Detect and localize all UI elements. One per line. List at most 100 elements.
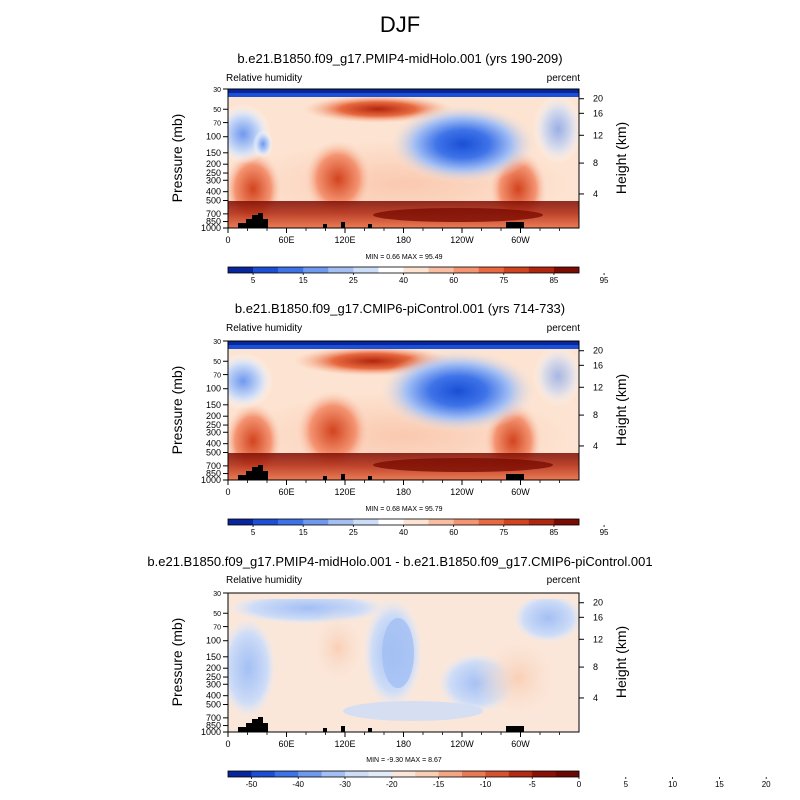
colorbar-label: 85 [549, 276, 558, 285]
panel-1-title: b.e21.B1850.f09_g17.PMIP4-midHolo.001 (y… [237, 51, 562, 66]
panel-2-y2-label: Height (km) [613, 374, 629, 446]
y-tick-label: 30 [213, 591, 221, 598]
panel-2-left-label: Relative humidity [226, 323, 302, 334]
colorbar-swatch [278, 267, 304, 273]
panel-1-right-label: percent [547, 73, 581, 84]
y2-tick-label: 8 [593, 410, 598, 420]
y-tick-label: 200 [206, 159, 221, 169]
colorbar-swatch [438, 771, 463, 777]
x-tick-label: 180 [396, 235, 411, 245]
colorbar-label: -5 [529, 780, 537, 789]
x-tick-label: 120W [450, 739, 474, 749]
x-tick-label: 60E [278, 487, 294, 497]
y-tick-label: 250 [206, 672, 221, 682]
panel-3-left-label: Relative humidity [226, 575, 302, 586]
y2-tick-label: 8 [593, 158, 598, 168]
panel-3-title: b.e21.B1850.f09_g17.PMIP4-midHolo.001 - … [147, 554, 652, 569]
colorbar-swatch [253, 267, 279, 273]
colorbar-label: 5 [624, 780, 629, 789]
y2-tick-label: 20 [593, 94, 603, 104]
y-tick-label: 500 [206, 196, 221, 206]
y-tick-label: 50 [213, 107, 221, 114]
y-tick-label: 1000 [201, 223, 221, 233]
y-tick-label: 100 [206, 636, 221, 646]
y-tick-label: 400 [206, 439, 221, 449]
y-tick-label: 850 [206, 469, 221, 479]
colorbar-swatch [321, 771, 346, 777]
colorbar-swatch [353, 519, 379, 525]
panel-1-y-label: Pressure (mb) [169, 114, 185, 203]
colorbar-swatch [415, 771, 439, 777]
y-tick-label: 250 [206, 420, 221, 430]
colorbar-label: 15 [715, 780, 724, 789]
colorbar-swatch [478, 267, 505, 273]
y-tick-label: 150 [206, 652, 221, 662]
colorbar-swatch [478, 519, 505, 525]
colorbar-swatch [528, 519, 555, 525]
panel-3-field [228, 593, 579, 732]
colorbar-label: 40 [399, 276, 408, 285]
x-tick-label: 0 [225, 487, 230, 497]
colorbar-frame [227, 770, 580, 778]
colorbar-swatch [274, 771, 299, 777]
y-tick-label: 850 [206, 217, 221, 227]
colorbar-label: 15 [299, 276, 308, 285]
y-tick-label: 70 [213, 373, 221, 380]
x-tick-label: 180 [396, 739, 411, 749]
y2-tick-label: 16 [593, 108, 603, 118]
colorbar-swatch [555, 771, 580, 777]
colorbar-label: 60 [449, 276, 458, 285]
panel-1-left-label: Relative humidity [226, 73, 302, 84]
x-tick-label: 0 [225, 235, 230, 245]
colorbar-label: 75 [499, 276, 508, 285]
colorbar-swatch [328, 267, 354, 273]
colorbar-swatch [378, 519, 404, 525]
y-tick-label: 1000 [201, 727, 221, 737]
panel-3-colorbar: -50-40-30-20-15-10-505101520304050 [227, 770, 771, 789]
y-tick-label: 150 [206, 400, 221, 410]
colorbar-swatch [303, 519, 329, 525]
colorbar-swatch [553, 519, 580, 525]
x-tick-label: 60W [511, 235, 530, 245]
y-tick-label: 500 [206, 448, 221, 458]
panel-2-stats: MIN = 0.68 MAX = 95.79 [365, 506, 442, 513]
y-tick-label: 1000 [201, 475, 221, 485]
colorbar-label: -10 [480, 780, 492, 789]
colorbar-label: 95 [600, 528, 609, 537]
y-tick-label: 700 [206, 461, 221, 471]
panel-3-y2-label: Height (km) [613, 626, 629, 698]
y-tick-label: 200 [206, 411, 221, 421]
panel-2: b.e21.B1850.f09_g17.CMIP6-piControl.001 … [169, 301, 629, 537]
colorbar-swatch [485, 771, 510, 777]
colorbar-swatch [403, 519, 429, 525]
panel-2-right-label: percent [547, 323, 581, 334]
panel-1-axes: 0 60E 120E 180 120W 60W1000850700500400300250… [201, 87, 603, 245]
colorbar-swatch [428, 519, 454, 525]
colorbar-swatch [378, 267, 404, 273]
y-tick-label: 400 [206, 691, 221, 701]
colorbar-swatch [278, 519, 304, 525]
x-tick-label: 120W [450, 235, 474, 245]
colorbar-swatch [428, 267, 454, 273]
colorbar-swatch [403, 267, 429, 273]
colorbar-label: 15 [299, 528, 308, 537]
y-tick-label: 100 [206, 384, 221, 394]
colorbar-swatch [391, 771, 416, 777]
colorbar-label: 25 [349, 276, 358, 285]
x-tick-label: 60E [278, 739, 294, 749]
y-tick-label: 70 [213, 121, 221, 128]
y2-tick-label: 16 [593, 360, 603, 370]
colorbar-swatch [503, 267, 530, 273]
y-tick-label: 150 [206, 148, 221, 158]
y-tick-label: 200 [206, 663, 221, 673]
x-tick-label: 120W [450, 487, 474, 497]
colorbar-label: -50 [246, 780, 258, 789]
y-tick-label: 100 [206, 132, 221, 142]
panel-3-y-label: Pressure (mb) [169, 618, 185, 707]
panel-2-field [228, 341, 579, 480]
colorbar-label: 95 [600, 276, 609, 285]
panel-2-colorbar: 5 15 25 40 60 75 85 95 [227, 518, 609, 537]
colorbar-label: 10 [668, 780, 677, 789]
colorbar-swatch [345, 771, 369, 777]
colorbar-label: 5 [251, 528, 256, 537]
